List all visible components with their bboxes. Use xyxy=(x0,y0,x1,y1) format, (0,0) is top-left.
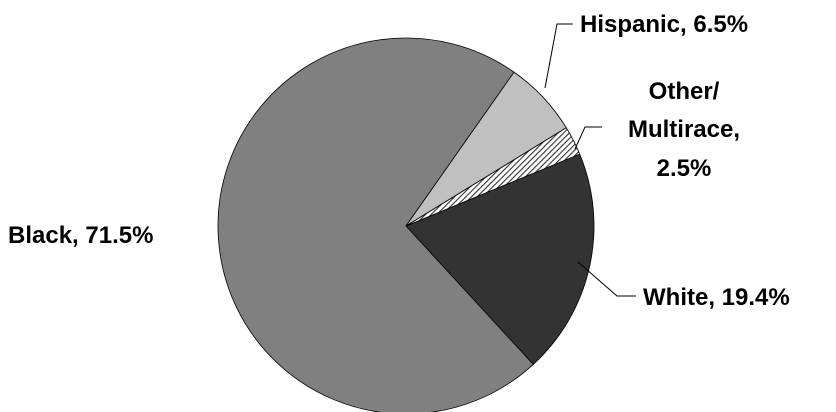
slice-label-line: Black, 71.5% xyxy=(8,222,153,249)
leader-line-other xyxy=(574,126,602,150)
leader-line-hispanic xyxy=(544,23,573,89)
slice-label-line: Other/ xyxy=(649,78,720,105)
slice-label-line: Hispanic, 6.5% xyxy=(580,11,748,38)
slice-label-line: White, 19.4% xyxy=(643,284,790,311)
slice-label-line: 2.5% xyxy=(657,155,712,182)
leader-line-white xyxy=(577,261,636,297)
slice-label-black: Black, 71.5% xyxy=(8,222,153,249)
leader-lines xyxy=(544,23,636,297)
slice-label-white: White, 19.4% xyxy=(643,284,790,311)
slice-label-line: Multirace, xyxy=(628,116,740,143)
slice-other xyxy=(405,127,581,227)
slice-label-other: Other/Multirace, 2.5% xyxy=(628,78,740,182)
pie-slices xyxy=(217,37,595,412)
slice-labels: White, 19.4% Black, 71.5% Hispanic, 6.5% Ot… xyxy=(8,11,790,311)
slice-label-hispanic: Hispanic, 6.5% xyxy=(580,11,748,38)
slice-black xyxy=(217,37,534,412)
